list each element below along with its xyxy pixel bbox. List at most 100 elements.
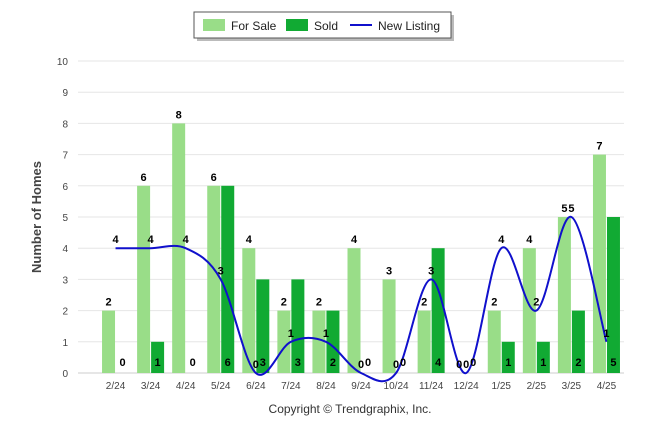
data-label-for-sale: 2	[421, 297, 427, 309]
data-label-for-sale: 8	[176, 109, 182, 121]
data-label-new-listing: 4	[148, 234, 155, 246]
data-label-new-listing: 4	[498, 234, 505, 246]
data-label-sold: 1	[505, 357, 511, 369]
x-tick-label: 7/24	[281, 381, 301, 392]
x-tick-label: 2/25	[527, 381, 547, 392]
data-label-for-sale: 6	[141, 172, 147, 184]
data-label-sold: 3	[295, 357, 301, 369]
bar-sold	[151, 341, 165, 373]
data-label-sold: 0	[119, 357, 125, 369]
data-label-new-listing: 1	[603, 328, 609, 340]
data-label-new-listing: 0	[358, 359, 364, 371]
y-tick-label: 1	[62, 338, 68, 349]
y-tick-label: 7	[62, 151, 68, 162]
data-label-new-listing: 3	[428, 265, 434, 277]
bar-sold	[221, 185, 235, 373]
gridlines	[78, 60, 624, 343]
y-tick-label: 8	[62, 119, 68, 130]
bar-for-sale	[347, 248, 361, 373]
bar-for-sale	[557, 217, 571, 373]
data-label-for-sale: 2	[316, 297, 322, 309]
bar-sold	[326, 310, 340, 373]
data-label-new-listing: 0	[393, 359, 399, 371]
bar-sold	[501, 341, 515, 373]
legend-box	[193, 11, 452, 39]
y-tick-label: 10	[57, 57, 69, 68]
data-label-sold: 2	[330, 357, 336, 369]
data-label-sold: 0	[365, 357, 371, 369]
data-label-new-listing: 1	[288, 328, 294, 340]
bar-for-sale	[487, 310, 501, 373]
x-tick-label: 6/24	[246, 381, 266, 392]
data-label-sold: 0	[190, 357, 196, 369]
y-tick-label: 5	[62, 213, 68, 224]
bar-sold	[536, 341, 550, 373]
x-tick-label: 3/24	[141, 381, 161, 392]
x-tick-label: 9/24	[351, 381, 371, 392]
y-tick-label: 9	[62, 88, 68, 99]
y-tick-label: 3	[62, 275, 68, 286]
data-label-for-sale: 4	[246, 234, 253, 246]
legend-swatch-for-sale	[203, 19, 225, 31]
data-label-sold: 1	[155, 357, 161, 369]
new-listing-line	[115, 215, 608, 383]
y-axis-label: Number of Homes	[29, 161, 44, 273]
x-tick-label: 2/24	[106, 381, 126, 392]
x-tick-label: 4/25	[597, 381, 617, 392]
bar-sold	[431, 248, 445, 373]
data-label-for-sale: 0	[456, 359, 462, 371]
legend: For Sale Sold New Listing	[193, 11, 454, 41]
data-label-for-sale: 5	[561, 203, 567, 215]
data-label-for-sale: 3	[386, 265, 392, 277]
x-tick-label: 3/25	[562, 381, 582, 392]
data-label-new-listing: 2	[533, 297, 539, 309]
bar-for-sale	[382, 279, 396, 373]
y-tick-label: 2	[62, 307, 68, 318]
x-tick-label: 12/24	[454, 381, 479, 392]
x-tick-label: 5/24	[211, 381, 231, 392]
data-label-sold: 4	[435, 357, 442, 369]
data-label-new-listing: 4	[183, 234, 190, 246]
data-label-for-sale: 2	[105, 297, 111, 309]
data-label-new-listing: 5	[568, 203, 574, 215]
bars	[102, 123, 620, 374]
bar-for-sale	[172, 123, 186, 374]
data-label-sold: 2	[575, 357, 581, 369]
data-label-new-listing: 4	[112, 234, 119, 246]
bar-for-sale	[417, 310, 431, 373]
data-label-new-listing: 0	[253, 359, 259, 371]
bar-for-sale	[137, 185, 151, 373]
x-tick-label: 10/24	[384, 381, 409, 392]
bar-for-sale	[312, 310, 326, 373]
data-label-for-sale: 2	[281, 297, 287, 309]
data-label-for-sale: 7	[596, 141, 602, 153]
y-tick-label: 4	[62, 244, 68, 255]
new-listing-line-group	[115, 215, 608, 383]
data-label-sold: 3	[260, 357, 266, 369]
bar-for-sale	[102, 310, 116, 373]
y-tick-label: 0	[62, 369, 68, 380]
data-label-sold: 0	[470, 357, 476, 369]
bar-for-sale	[242, 248, 256, 373]
data-label-sold: 0	[400, 357, 406, 369]
bar-for-sale	[277, 310, 291, 373]
data-label-for-sale: 6	[211, 172, 217, 184]
bar-sold	[256, 279, 270, 373]
data-label-sold: 5	[610, 357, 616, 369]
bar-sold	[571, 310, 585, 373]
y-tick-label: 6	[62, 182, 68, 193]
x-axis-ticks: 2/24 3/24 4/24 5/24 6/24 7/24 8/24 9/24 10/24 11/…	[106, 381, 617, 392]
data-label-sold: 6	[225, 357, 231, 369]
data-label-new-listing: 3	[218, 265, 224, 277]
bar-for-sale	[207, 185, 221, 373]
copyright-credit: Copyright © Trendgraphix, Inc.	[269, 402, 432, 416]
legend-label-sold: Sold	[314, 19, 338, 33]
data-label-for-sale: 4	[351, 234, 358, 246]
x-tick-label: 11/24	[419, 381, 444, 392]
bar-sold	[291, 279, 305, 373]
data-label-for-sale: 4	[526, 234, 533, 246]
y-axis-ticks: 0 1 2 3 4 5 6 7 8 9 10	[57, 57, 69, 380]
data-label-new-listing: 0	[463, 359, 469, 371]
x-tick-label: 4/24	[176, 381, 196, 392]
